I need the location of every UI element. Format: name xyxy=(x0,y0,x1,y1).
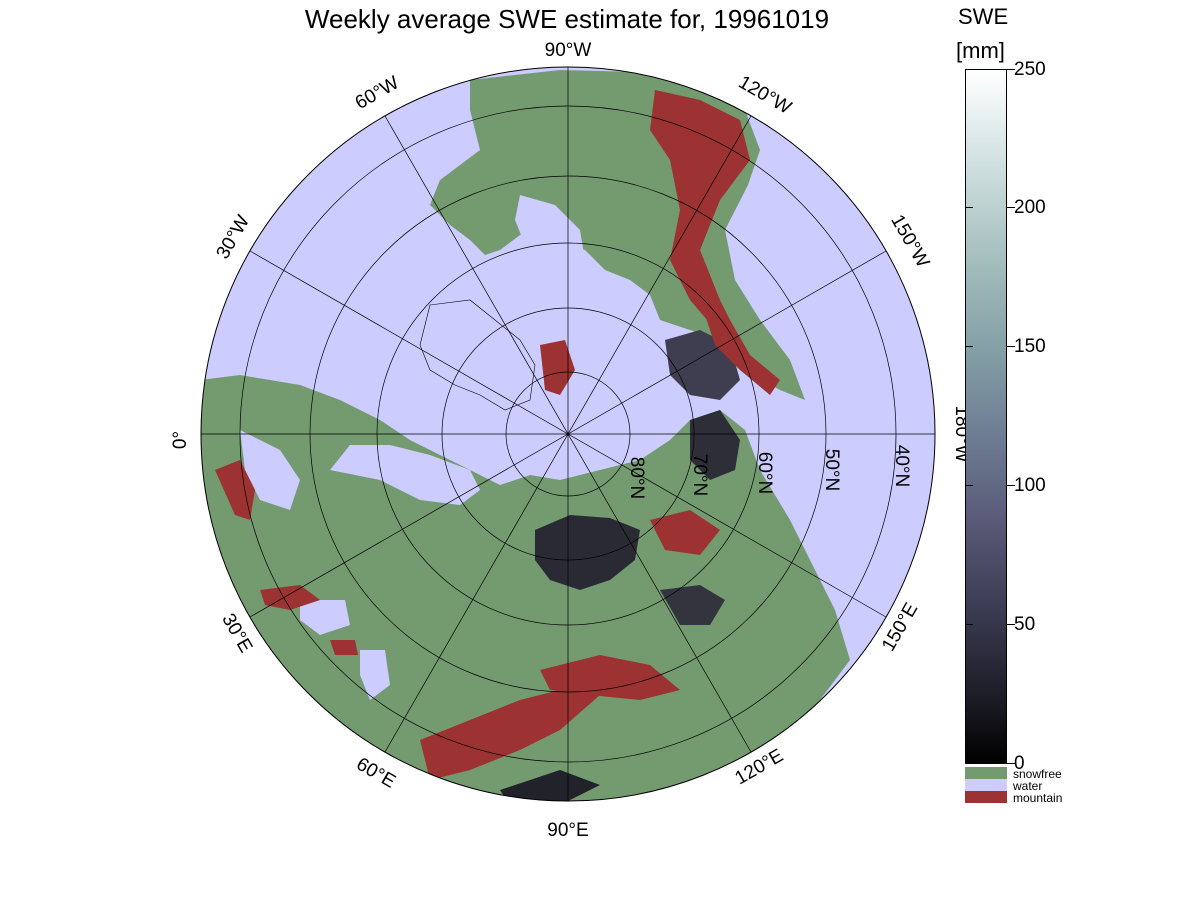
graticule xyxy=(200,66,936,802)
snow-himalaya xyxy=(500,770,600,801)
water-caspian xyxy=(360,650,390,700)
water-arctic-shelf xyxy=(330,445,480,505)
colorbar-tick xyxy=(965,207,973,208)
mountain-alaska-range xyxy=(700,300,780,395)
lat-label-80: 80°N xyxy=(626,457,647,499)
lat-label-40: 40°N xyxy=(891,445,912,487)
land-eurasia xyxy=(201,375,850,801)
mountain-alps xyxy=(260,585,320,610)
mountain-central-asia xyxy=(420,690,600,780)
colorbar-label-150: 150 xyxy=(1014,336,1046,357)
lon-label-90e: 90°E xyxy=(547,820,588,841)
colorbar xyxy=(965,69,1007,764)
lon-label-90w: 90°W xyxy=(545,40,592,61)
mountain-east-siberia xyxy=(650,510,720,555)
mountain-caucasus xyxy=(330,640,358,655)
colorbar-title: SWE xyxy=(958,4,1009,29)
snow-far-east xyxy=(660,585,725,625)
mountain-tibet xyxy=(540,655,680,700)
colorbar-tick xyxy=(965,485,973,486)
lat-label-70: 70°N xyxy=(689,454,710,496)
meridian-150 xyxy=(249,250,887,618)
lat-label-60: 60°N xyxy=(754,452,775,494)
colorbar-label-100: 100 xyxy=(1014,475,1046,496)
category-label-snowfree: snowfree xyxy=(1013,767,1062,781)
colorbar-tick xyxy=(1006,763,1015,764)
snow-chukotka xyxy=(690,410,740,480)
mountain-rockies xyxy=(650,90,750,340)
snow-siberia xyxy=(535,515,640,590)
water-black-sea xyxy=(300,600,350,635)
colorbar-tick xyxy=(965,624,973,625)
swatch-mountain xyxy=(965,791,1007,803)
lat-label-50: 50°N xyxy=(821,449,842,491)
colorbar-tick xyxy=(1006,624,1015,625)
category-label-water: water xyxy=(1013,779,1043,793)
swatch-water xyxy=(965,779,1007,791)
mountain-urals xyxy=(540,340,575,395)
colorbar-tick xyxy=(1006,485,1015,486)
colorbar-unit: [mm] xyxy=(956,38,1005,63)
colorbar-label-50: 50 xyxy=(1014,614,1036,635)
colorbar-label-200: 200 xyxy=(1014,197,1046,218)
lon-label-60e: 60°E xyxy=(353,754,399,793)
colorbar-label-0: 0 xyxy=(1014,753,1025,774)
chart-title: Weekly average SWE estimate for, 1996101… xyxy=(304,4,830,34)
mountain-scandinavia xyxy=(215,460,255,520)
colorbar-tick xyxy=(1006,69,1015,70)
water-hudson-bay xyxy=(515,195,585,275)
colorbar-label-250: 250 xyxy=(1014,59,1046,80)
lon-label-60w: 60°W xyxy=(352,72,403,114)
swatch-snowfree xyxy=(965,767,1007,779)
colorbar-tick xyxy=(1006,346,1015,347)
colorbar-tick xyxy=(965,346,973,347)
lon-label-150w: 150°W xyxy=(886,211,933,271)
category-label-mountain: mountain xyxy=(1013,791,1063,805)
lon-label-0: 0° xyxy=(170,431,191,449)
colorbar-tick xyxy=(1006,207,1015,208)
